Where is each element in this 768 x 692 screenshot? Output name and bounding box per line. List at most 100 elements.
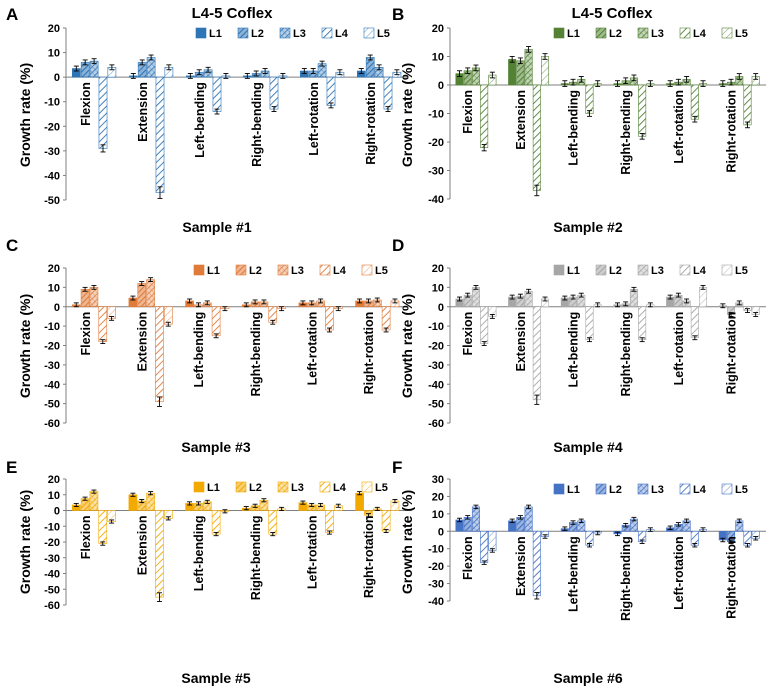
sample-label: Sample #3 <box>181 439 250 455</box>
legend-label-l5: L5 <box>375 265 388 277</box>
legend-label-l3: L3 <box>651 484 664 496</box>
bar-l4-left-rotation <box>690 306 699 339</box>
x-category-label: Right-bending <box>249 312 263 397</box>
legend-swatch-l2 <box>237 27 249 39</box>
legend-swatch-l5 <box>721 483 733 495</box>
y-tick-label: 10 <box>48 48 60 60</box>
x-category-label: Left-rotation <box>672 312 686 386</box>
y-tick-label: -10 <box>428 109 444 121</box>
legend-label-l3: L3 <box>651 265 664 277</box>
bar-l4-left-bending <box>212 76 222 112</box>
bar-l3-right-bending <box>629 289 638 308</box>
y-tick-label: 10 <box>432 52 444 64</box>
y-tick-label: -20 <box>428 561 444 573</box>
legend-swatch-l2 <box>235 481 247 493</box>
legend-label-l5: L5 <box>735 28 748 40</box>
bar-l4-extension <box>532 84 541 191</box>
y-tick-label: 0 <box>54 302 60 314</box>
bar-l3-extension <box>146 57 156 78</box>
x-category-label: Left-rotation <box>672 90 686 164</box>
x-category-label: Right-bending <box>249 516 263 601</box>
x-category-label: Left-rotation <box>305 516 319 590</box>
legend-label-l5: L5 <box>735 484 748 496</box>
bar-l3-flexion <box>471 506 480 532</box>
legend-swatch-l4 <box>679 27 691 39</box>
sample-label: Sample #2 <box>553 219 622 235</box>
x-category-label: Left-rotation <box>672 536 686 610</box>
y-tick-label: 20 <box>48 23 60 35</box>
y-tick-label: 20 <box>48 474 60 486</box>
bar-l4-extension <box>155 76 165 193</box>
y-tick-label: -50 <box>44 195 60 207</box>
y-axis-label: Growth rate (%) <box>17 63 33 167</box>
legend-label-l4: L4 <box>333 482 347 494</box>
x-category-label: Left-bending <box>566 536 580 612</box>
y-tick-label: 0 <box>438 526 444 538</box>
x-category-label: Extension <box>514 312 528 372</box>
bar-l2-extension <box>137 283 147 308</box>
legend-label-l3: L3 <box>291 265 304 277</box>
y-tick-label: 10 <box>432 282 444 294</box>
legend-label-l5: L5 <box>375 482 388 494</box>
y-tick-label: 0 <box>438 302 444 314</box>
sample-label: Sample #5 <box>181 670 250 686</box>
bar-l1-extension <box>508 59 517 86</box>
x-category-label: Right-bending <box>619 90 633 175</box>
bar-l4-left-rotation <box>326 76 336 106</box>
legend-swatch-l1 <box>193 264 205 276</box>
x-category-label: Right-rotation <box>364 82 378 165</box>
y-tick-label: -30 <box>428 360 444 372</box>
bar-l3-extension <box>146 492 155 511</box>
x-category-label: Flexion <box>79 516 93 560</box>
x-category-label: Extension <box>136 82 150 142</box>
legend-swatch-l3 <box>277 264 289 276</box>
chart-panel-f: F Growth rate (%) 30 20 10 0 -10 -20 -30 -40 Flexi… <box>392 458 766 686</box>
bar-l4-left-bending <box>585 306 594 340</box>
x-category-label: Flexion <box>461 312 475 356</box>
legend-swatch-l2 <box>595 264 607 276</box>
legend-swatch-l3 <box>279 27 291 39</box>
x-category-label: Extension <box>514 536 528 596</box>
bar-l1-extension <box>128 494 138 511</box>
y-tick-label: 0 <box>438 80 444 92</box>
x-category-label: Right-rotation <box>724 312 738 395</box>
legend-swatch-l2 <box>595 27 607 39</box>
bar-l5-extension <box>163 306 173 325</box>
x-category-label: Flexion <box>461 90 475 134</box>
x-category-label: Left-bending <box>193 82 207 158</box>
legend-label-l2: L2 <box>249 265 262 277</box>
y-tick-label: -10 <box>44 521 60 533</box>
bar-l3-extension <box>524 506 533 532</box>
bar-l4-extension <box>155 306 164 402</box>
legend-label-l2: L2 <box>609 28 622 40</box>
y-axis-label: Growth rate (%) <box>17 294 33 398</box>
panel-label: D <box>392 236 404 255</box>
bar-l4-right-rotation <box>743 84 752 126</box>
y-tick-label: -60 <box>428 418 444 430</box>
x-category-label: Right-rotation <box>362 516 376 599</box>
y-tick-label: -50 <box>428 399 444 411</box>
x-category-label: Flexion <box>461 536 475 580</box>
panel-label: E <box>6 458 17 477</box>
legend-swatch-l4 <box>319 264 331 276</box>
y-tick-label: 10 <box>48 490 60 502</box>
bar-l4-extension <box>155 510 164 598</box>
legend-swatch-l2 <box>595 483 607 495</box>
legend-swatch-l3 <box>637 264 649 276</box>
chart-panel-c: C Growth rate (%) 20 10 0 -10 -20 -30 -40 -50 -60 F… <box>6 236 406 455</box>
legend-label-l1: L1 <box>207 482 220 494</box>
bar-l4-extension <box>532 530 541 597</box>
bar-l2-extension <box>516 60 525 86</box>
y-axis-label: Growth rate (%) <box>399 294 415 398</box>
bar-l5-extension <box>541 56 550 86</box>
bar-l2-right-rotation <box>365 57 375 78</box>
legend-label-l2: L2 <box>609 265 622 277</box>
panel-label: C <box>6 236 18 255</box>
bar-l4-flexion <box>480 306 489 344</box>
bar-l5-flexion <box>488 530 497 551</box>
panel-label: B <box>392 5 404 24</box>
legend-swatch-l1 <box>553 27 565 39</box>
legend-label-l2: L2 <box>251 28 264 40</box>
bar-l4-left-bending <box>211 510 221 535</box>
y-tick-label: 20 <box>432 263 444 275</box>
